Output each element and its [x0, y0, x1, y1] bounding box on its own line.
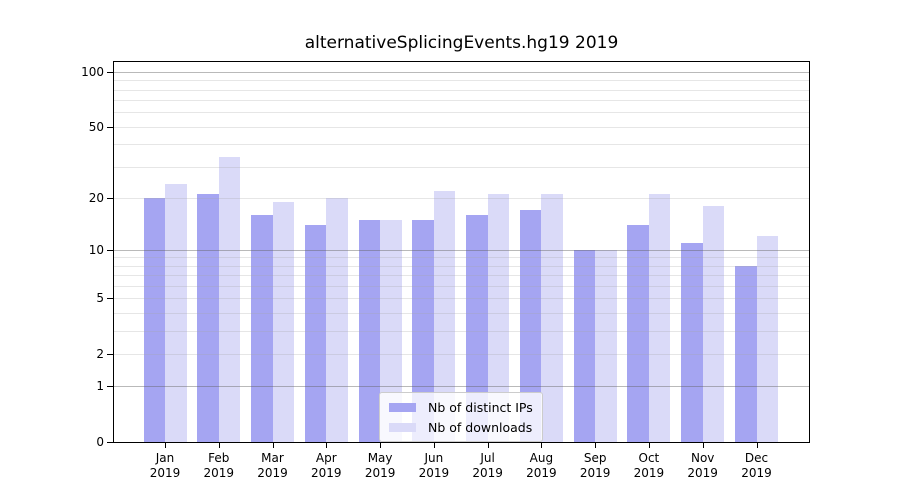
x-tick-mark [433, 443, 435, 448]
gridline-3 [114, 330, 809, 332]
legend-swatch-downloads [389, 422, 416, 432]
x-tick-label-jul: Jul 2019 [472, 451, 503, 480]
y-tick-mark [107, 126, 113, 128]
y-tick-label-2: 2 [96, 346, 104, 361]
y-tick-label-20: 20 [88, 190, 104, 205]
bar-downloads-jun [433, 190, 456, 442]
bar-downloads-nov [702, 205, 725, 442]
bar-downloads-aug [541, 194, 563, 442]
y-tick-label-0: 0 [96, 435, 104, 449]
x-tick-mark [272, 443, 274, 448]
bar-downloads-mar [272, 201, 294, 442]
x-tick-label-nov: Nov 2019 [687, 451, 718, 480]
legend-label-downloads: Nb of downloads [428, 419, 533, 435]
bar-downloads-apr [326, 197, 348, 442]
plot-area: Nb of distinct IPs Nb of downloads [113, 61, 810, 443]
x-tick-label-jan: Jan 2019 [149, 451, 181, 480]
chart-title: alternativeSplicingEvents.hg19 2019 [304, 33, 619, 53]
y-tick-mark [107, 71, 113, 73]
legend-item-distinct-ips: Nb of distinct IPs [389, 399, 533, 415]
x-tick-label-sep: Sep 2019 [579, 451, 611, 480]
bar-downloads-feb [218, 156, 241, 442]
bar-distinct-ips-may [358, 219, 381, 442]
legend: Nb of distinct IPs Nb of downloads [379, 392, 543, 442]
gridline-9 [114, 257, 809, 259]
legend-label-distinct-ips: Nb of distinct IPs [428, 399, 533, 415]
x-tick-mark [487, 443, 489, 448]
bar-downloads-may [380, 219, 402, 442]
bar-distinct-ips-mar [251, 214, 273, 442]
gridline-20 [114, 197, 809, 199]
gridline-7 [114, 275, 809, 277]
x-tick-mark [218, 443, 220, 448]
gridline-50 [114, 126, 809, 128]
x-tick-label-apr: Apr 2019 [311, 451, 342, 480]
y-tick-mark [107, 442, 113, 443]
legend-item-downloads: Nb of downloads [389, 419, 533, 435]
y-tick-mark [107, 386, 113, 388]
x-tick-label-oct: Oct 2019 [633, 451, 665, 480]
gridline-4 [114, 312, 809, 314]
y-tick-label-10: 10 [88, 242, 104, 257]
y-tick-mark [107, 353, 113, 355]
bar-downloads-oct [648, 194, 671, 442]
x-tick-mark [756, 443, 758, 448]
y-tick-label-5: 5 [96, 291, 104, 306]
y-tick-mark [107, 249, 113, 251]
bar-distinct-ips-jun [412, 219, 434, 442]
gridline-70 [114, 100, 809, 102]
gridline-40 [114, 144, 809, 146]
gridline-1 [114, 386, 809, 388]
bar-distinct-ips-aug [519, 210, 542, 442]
gridline-90 [114, 80, 809, 82]
bar-distinct-ips-sep [573, 249, 596, 442]
x-tick-label-aug: Aug 2019 [526, 451, 557, 480]
x-tick-mark [595, 443, 597, 448]
gridline-2 [114, 353, 809, 355]
bar-downloads-jan [165, 183, 187, 442]
x-tick-mark [326, 443, 328, 448]
bar-distinct-ips-oct [627, 224, 649, 442]
y-tick-mark [107, 298, 113, 300]
y-tick-mark [107, 197, 113, 199]
x-tick-label-jun: Jun 2019 [418, 451, 450, 480]
x-tick-mark [165, 443, 166, 448]
bar-distinct-ips-jul [466, 214, 488, 442]
bar-distinct-ips-feb [197, 194, 219, 442]
gridline-100 [114, 71, 809, 73]
x-tick-mark [380, 443, 382, 448]
bar-distinct-ips-nov [681, 242, 703, 442]
bar-downloads-sep [595, 249, 617, 442]
bar-distinct-ips-dec [735, 265, 757, 442]
x-tick-label-may: May 2019 [364, 451, 396, 480]
x-tick-label-feb: Feb 2019 [203, 451, 235, 480]
gridline-5 [114, 298, 809, 300]
x-tick-mark [541, 443, 543, 448]
y-tick-label-1: 1 [96, 379, 104, 394]
gridline-8 [114, 265, 809, 267]
gridline-80 [114, 89, 809, 91]
gridline-30 [114, 166, 809, 168]
x-tick-label-dec: Dec 2019 [741, 451, 772, 480]
bar-downloads-dec [756, 236, 778, 442]
x-tick-mark [702, 443, 704, 448]
y-tick-label-50: 50 [88, 119, 104, 134]
bar-distinct-ips-jan [143, 197, 165, 442]
gridline-6 [114, 286, 809, 287]
gridline-60 [114, 112, 809, 114]
gridline-10 [114, 249, 809, 251]
x-tick-label-mar: Mar 2019 [257, 451, 288, 480]
legend-swatch-distinct-ips [389, 402, 416, 412]
bar-distinct-ips-apr [304, 224, 327, 442]
y-tick-label-100: 100 [81, 64, 104, 79]
bar-downloads-jul [487, 194, 510, 442]
x-tick-mark [648, 443, 650, 448]
